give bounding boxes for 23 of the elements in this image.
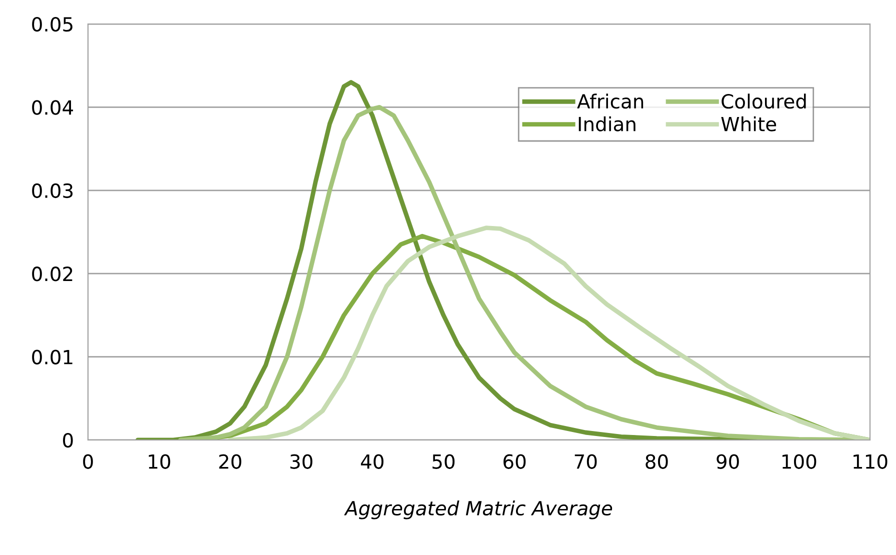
x-tick-label: 100	[782, 454, 816, 469]
x-tick-label: 110	[854, 454, 888, 469]
legend-label: Coloured	[722, 94, 806, 109]
y-tick-label: 0.02	[32, 266, 72, 282]
legend-label: African	[577, 94, 644, 109]
y-tick-label: 0.01	[32, 350, 72, 364]
legend-label: Indian	[578, 116, 636, 132]
x-tick-label: 0	[83, 454, 93, 469]
x-tick-label: 70	[574, 454, 597, 469]
x-tick-label: 20	[219, 454, 242, 469]
x-tick-label: 80	[646, 454, 668, 469]
y-tick-label: 0	[63, 432, 73, 448]
x-tick-label: 30	[290, 454, 312, 469]
x-tick-label: 10	[148, 454, 170, 469]
x-tick-label: 60	[504, 454, 526, 469]
x-axis-title: Aggregated Matric Average	[344, 500, 612, 520]
x-tick-label: 50	[432, 454, 455, 469]
y-tick-label: 0.04	[32, 100, 74, 115]
x-tick-label: 90	[716, 454, 739, 469]
y-tick-label: 0.03	[32, 183, 73, 198]
legend-label: White	[721, 116, 776, 132]
y-tick-label: 0.05	[32, 16, 72, 32]
x-tick-label: 40	[360, 454, 384, 469]
